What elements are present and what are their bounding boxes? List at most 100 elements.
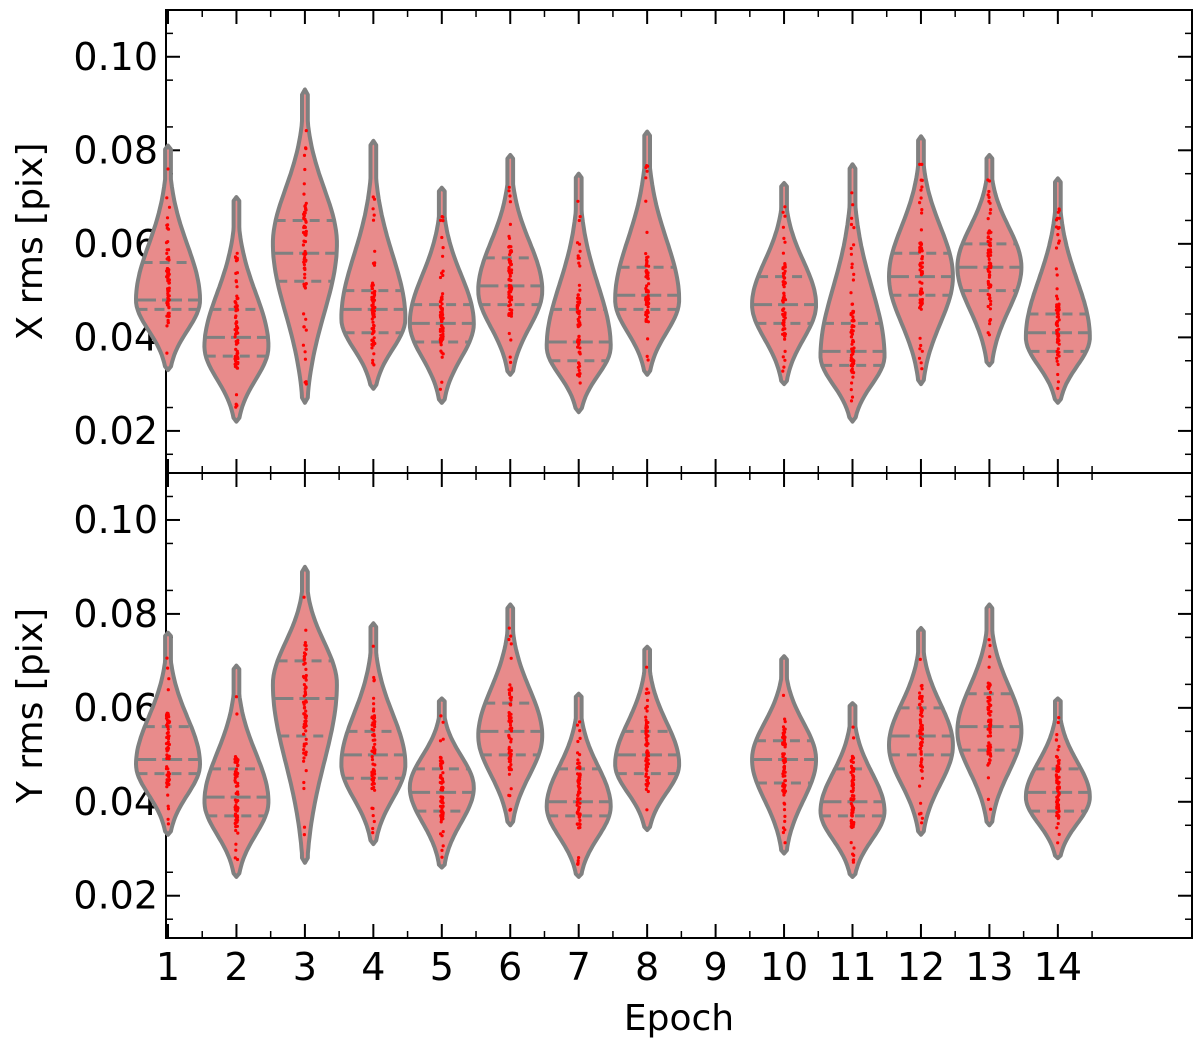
data-point <box>441 332 445 336</box>
data-point <box>167 719 171 723</box>
data-point <box>166 822 170 826</box>
data-point <box>440 811 444 815</box>
data-point <box>304 667 308 672</box>
data-point <box>782 808 787 812</box>
data-point <box>644 733 649 737</box>
data-point <box>302 742 306 746</box>
data-point <box>919 261 923 265</box>
data-point <box>851 340 856 344</box>
data-point <box>988 643 992 648</box>
data-point <box>986 719 991 724</box>
data-point <box>576 808 581 812</box>
data-point <box>372 679 376 683</box>
data-point <box>236 341 240 345</box>
data-point <box>781 693 786 698</box>
data-point <box>1056 822 1060 826</box>
data-point <box>1055 328 1059 333</box>
data-point <box>1056 803 1061 807</box>
data-point <box>986 193 990 197</box>
data-point <box>576 373 580 377</box>
data-point <box>1055 764 1059 768</box>
data-point <box>302 214 306 218</box>
violin-epoch-11 <box>818 162 887 424</box>
data-point <box>1056 210 1060 214</box>
data-point <box>578 753 582 757</box>
data-point <box>781 772 785 776</box>
data-point <box>371 207 375 211</box>
violin-epoch-10 <box>750 181 818 387</box>
data-point <box>1056 347 1060 351</box>
data-point <box>988 273 992 277</box>
data-point <box>165 756 169 761</box>
data-point <box>851 788 855 793</box>
data-point <box>441 334 445 339</box>
data-point <box>371 767 375 772</box>
data-point <box>440 855 444 859</box>
data-point <box>577 761 581 765</box>
data-point <box>578 381 582 385</box>
data-point <box>645 665 649 669</box>
data-point <box>302 263 306 267</box>
data-point <box>233 807 237 812</box>
data-point <box>987 254 991 258</box>
data-point <box>302 751 306 755</box>
data-point <box>646 255 650 259</box>
data-point <box>302 211 307 215</box>
data-point <box>645 738 649 742</box>
data-point <box>783 311 787 315</box>
data-point <box>578 288 582 292</box>
data-point <box>372 298 377 302</box>
violin-epoch-10 <box>750 654 818 856</box>
x-tick-label: 1 <box>156 945 180 989</box>
data-point <box>441 246 445 250</box>
data-point <box>441 219 445 223</box>
data-point <box>646 305 650 309</box>
data-point <box>507 265 511 270</box>
data-point <box>989 754 993 758</box>
data-point <box>235 366 240 370</box>
violin-epoch-7 <box>544 691 613 879</box>
data-point <box>1057 807 1061 811</box>
data-point <box>1055 287 1059 291</box>
data-point <box>236 806 240 810</box>
data-point <box>302 225 306 230</box>
data-point <box>987 708 991 712</box>
data-point <box>370 298 374 302</box>
y-tick-label: 0.08 <box>73 592 158 636</box>
data-point <box>782 314 786 319</box>
data-point <box>646 776 651 780</box>
data-point <box>849 841 853 845</box>
violin-epoch-12 <box>887 626 955 837</box>
data-point <box>986 744 990 748</box>
data-point <box>372 751 376 755</box>
data-point <box>576 323 580 327</box>
data-point <box>850 319 854 323</box>
data-point <box>438 804 443 808</box>
data-point <box>575 303 580 307</box>
violin-epoch-1 <box>134 630 202 837</box>
y-tick-label: 0.02 <box>73 409 158 453</box>
data-point <box>371 261 376 265</box>
data-point <box>644 715 648 719</box>
data-point <box>373 742 377 746</box>
data-point <box>509 262 513 266</box>
data-point <box>441 780 445 784</box>
data-point <box>165 324 169 328</box>
data-point <box>372 732 376 737</box>
x-tick-label: 9 <box>704 945 728 989</box>
data-point <box>1055 350 1060 354</box>
data-point <box>165 782 169 786</box>
data-point <box>917 812 922 816</box>
data-point <box>850 265 854 270</box>
violin-epoch-6 <box>476 602 545 828</box>
data-point <box>644 264 648 268</box>
data-point <box>303 641 307 645</box>
data-point <box>986 331 990 335</box>
data-point <box>851 370 855 374</box>
data-point <box>988 729 992 734</box>
data-point <box>644 725 648 729</box>
violin-epoch-5 <box>407 185 476 405</box>
data-point <box>851 278 856 282</box>
data-point <box>1055 800 1059 804</box>
data-point <box>647 264 651 268</box>
